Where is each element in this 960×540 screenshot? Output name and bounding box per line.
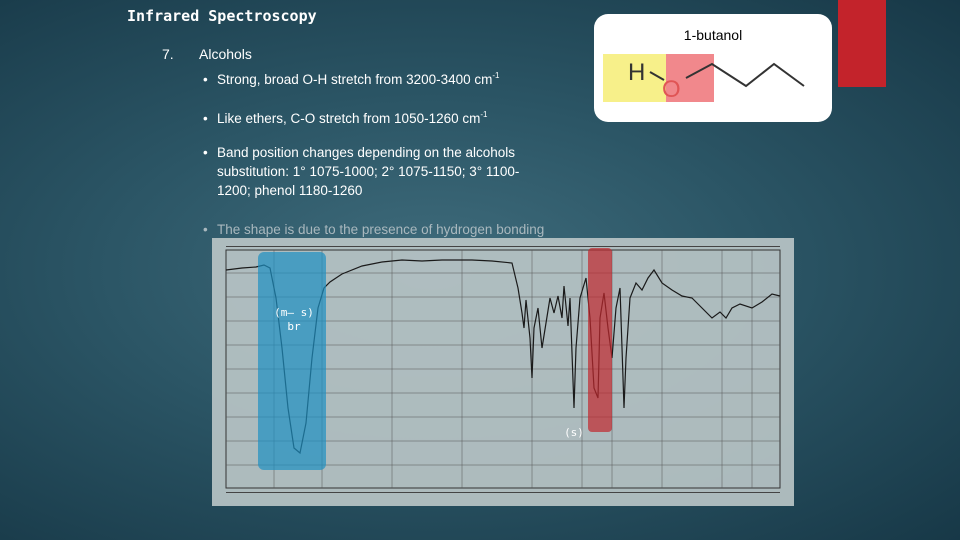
slide-title: Infrared Spectroscopy <box>127 7 317 25</box>
carbon-chain <box>685 62 805 88</box>
oh-band-intensity: (m– s) <box>274 306 314 319</box>
oh-band-shape: br <box>287 320 301 333</box>
oh-band-label: (m– s) br <box>264 306 324 334</box>
bullet-oh-stretch: • Strong, broad O-H stretch from 3200-340… <box>203 71 500 87</box>
molecule-structure: H O <box>603 54 805 103</box>
red-accent-block <box>838 0 886 87</box>
bullet-line: 1200; phenol 1180-1260 <box>217 183 363 198</box>
bullet-text: The shape is due to the presence of hydr… <box>217 222 545 237</box>
hydrogen-atom: H <box>628 59 645 86</box>
molecule-name: 1-butanol <box>683 27 743 43</box>
bullet-hydrogen-bonding: • The shape is due to the presence of hyd… <box>203 222 545 237</box>
oh-stretch-band <box>258 252 326 470</box>
oxygen-atom: O <box>662 76 681 103</box>
ir-spectrum <box>212 238 794 506</box>
bullet-text: Strong, broad O-H stretch from 3200-3400… <box>217 72 493 87</box>
bullet-line: substitution: 1° 1075-1000; 2° 1075-1150… <box>217 164 520 179</box>
bullet-sup: -1 <box>492 71 500 80</box>
co-band-label: (s) <box>564 426 584 439</box>
bullet-co-stretch: • Like ethers, C-O stretch from 1050-1260… <box>203 110 488 126</box>
h-o-bond <box>649 71 665 81</box>
bullet-text: Like ethers, C-O stretch from 1050-1260 … <box>217 111 481 126</box>
bullet-band-position: • Band position changes depending on the… <box>203 145 520 198</box>
oxygen-highlight <box>666 54 714 102</box>
section-number: 7. <box>162 46 174 62</box>
bullet-sup: -1 <box>480 110 488 119</box>
molecule-card: 1-butanol H O <box>594 14 832 122</box>
section-heading: Alcohols <box>199 46 252 62</box>
axis-ticks <box>226 246 780 493</box>
co-stretch-band <box>588 248 612 432</box>
bullet-line: Band position changes depending on the a… <box>217 145 515 160</box>
